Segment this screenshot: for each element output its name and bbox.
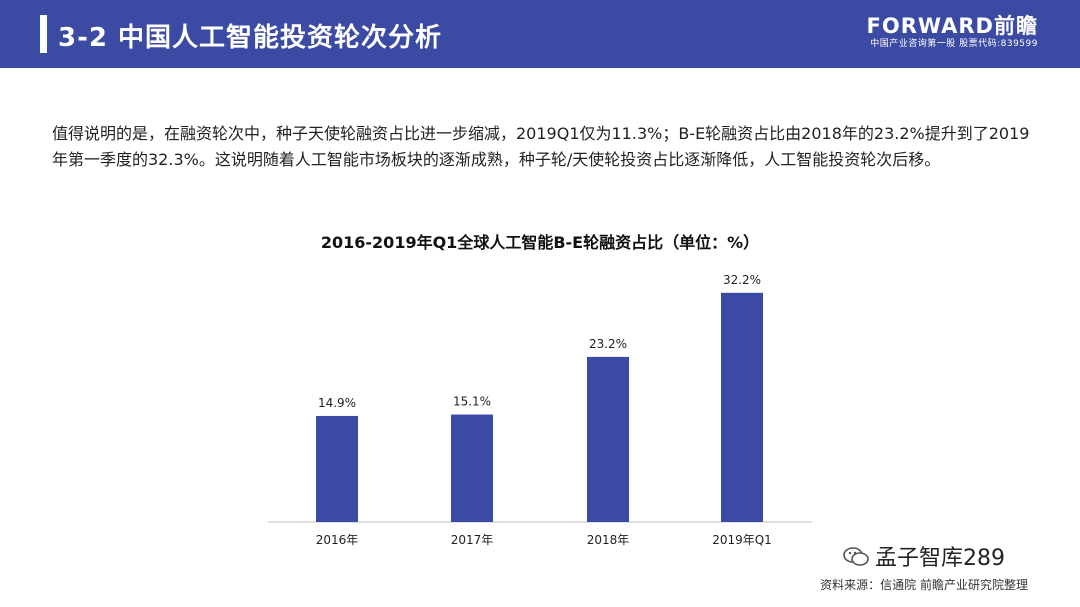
header-banner: 3-2 中国人工智能投资轮次分析 FORWARD前瞻 中国产业咨询第一股 股票代… <box>0 0 1080 68</box>
wechat-account-name: 孟子智库289 <box>875 546 1005 571</box>
wechat-icon <box>843 547 869 566</box>
category-label-2: 2018年 <box>587 533 630 547</box>
data-label-3: 32.2% <box>723 273 761 287</box>
bar-3 <box>721 292 763 522</box>
category-label-1: 2017年 <box>451 533 494 547</box>
page-title: 3-2 中国人工智能投资轮次分析 <box>58 23 443 53</box>
category-label-0: 2016年 <box>316 533 359 547</box>
brand-logo: FORWARD前瞻 中国产业咨询第一股 股票代码:839599 <box>867 14 1038 51</box>
bar-1 <box>451 414 493 522</box>
wechat-account: 孟子智库289 <box>843 540 1005 572</box>
brand-name: FORWARD前瞻 <box>866 14 1038 38</box>
description-text: 值得说明的是，在融资轮次中，种子天使轮融资占比进一步缩减，2019Q1仅为11.… <box>52 124 1030 169</box>
header-accent-bar <box>40 15 47 53</box>
brand-subtitle: 中国产业咨询第一股 股票代码:839599 <box>870 39 1038 49</box>
data-label-1: 15.1% <box>453 395 491 409</box>
data-label-2: 23.2% <box>589 337 627 351</box>
data-label-0: 14.9% <box>318 396 356 410</box>
bar-0 <box>316 415 358 522</box>
bar-2 <box>587 356 629 522</box>
chart-title: 2016-2019年Q1全球人工智能B-E轮融资占比（单位：%） <box>320 233 760 252</box>
source-note: 资料来源：信通院 前瞻产业研究院整理 <box>820 578 1028 592</box>
category-label-3: 2019年Q1 <box>712 533 772 547</box>
